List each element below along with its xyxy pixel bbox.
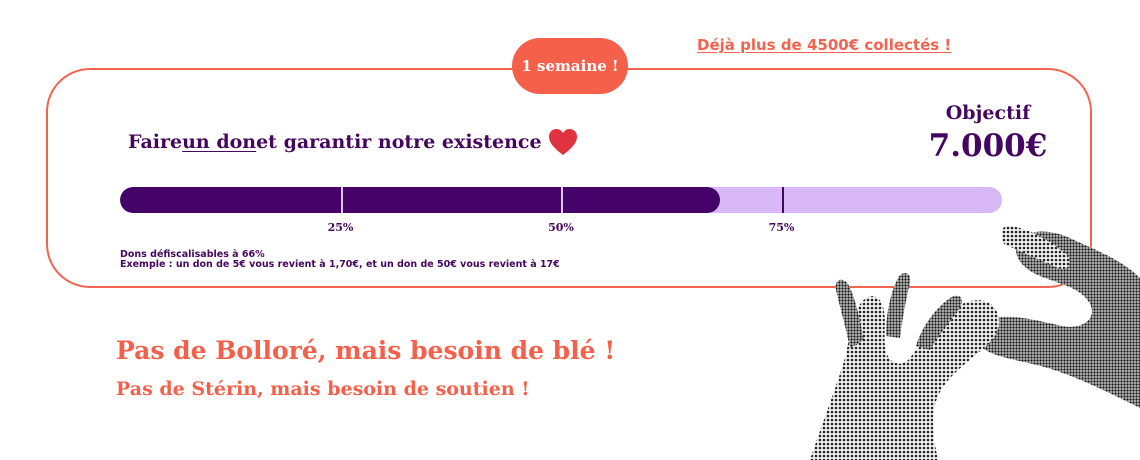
progress-tick-50-percent [561,187,563,213]
donation-card [46,68,1092,288]
progress-tick-25-percent [340,187,343,213]
time-left-badge: 1 semaine ! [512,38,628,94]
collected-amount-link[interactable]: Déjà plus de 4500€ collectés ! [697,36,952,54]
goal-amount: 7.000€ [928,128,1048,164]
progress-tick-label: 75% [768,221,795,234]
cta-text-before: Faire [128,131,183,153]
donation-call-to-action: Faire un don et garantir notre existence [128,128,578,156]
tax-deduction-note: Dons défiscalisables à 66% Exemple : un … [120,250,560,270]
goal-block: Objectif 7.000€ [900,102,1076,164]
tax-note-line-2: Exemple : un don de 5€ vous revient à 1,… [120,259,560,270]
heart-hands-image [810,225,1140,460]
progress-bar [120,187,1002,213]
progress-tick-75-percent [781,187,784,213]
slogan-headline: Pas de Bolloré, mais besoin de blé ! [116,336,616,365]
progress-tick-label: 50% [548,221,574,234]
progress-tick-label: 25% [327,221,354,234]
slogan-subheadline: Pas de Stérin, mais besoin de soutien ! [116,378,530,400]
tax-note-line-1: Dons défiscalisables à 66% [120,249,265,260]
progress-fill [120,187,720,213]
heart-icon [548,128,578,156]
goal-label: Objectif [945,102,1031,124]
donate-link[interactable]: un don [182,131,257,153]
cta-text-after: et garantir notre existence [256,131,542,153]
